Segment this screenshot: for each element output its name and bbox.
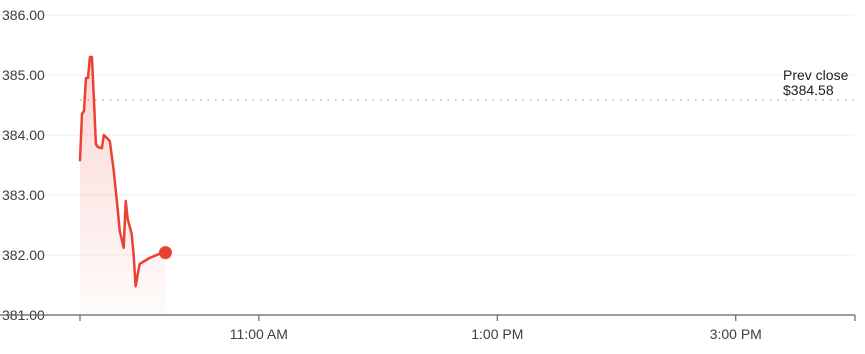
latest-price-point[interactable] bbox=[158, 246, 172, 260]
prev-close-value: $384.58 bbox=[783, 82, 834, 98]
gridlines bbox=[0, 14, 855, 256]
x-tick-label: 11:00 AM bbox=[230, 326, 288, 342]
price-area-fill bbox=[80, 57, 166, 315]
y-tick-label: 384.00 bbox=[2, 127, 45, 143]
prev-close-label: Prev close bbox=[783, 67, 849, 83]
x-tick-label: 3:00 PM bbox=[710, 326, 762, 342]
x-tick-label: 1:00 PM bbox=[471, 326, 523, 342]
y-tick-label: 386.00 bbox=[2, 7, 45, 23]
x-axis: 11:00 AM 1:00 PM 3:00 PM bbox=[0, 314, 856, 342]
y-tick-label: 383.00 bbox=[2, 187, 45, 203]
y-tick-label: 382.00 bbox=[2, 247, 45, 263]
y-tick-label: 385.00 bbox=[2, 67, 45, 83]
price-line bbox=[78, 55, 167, 288]
